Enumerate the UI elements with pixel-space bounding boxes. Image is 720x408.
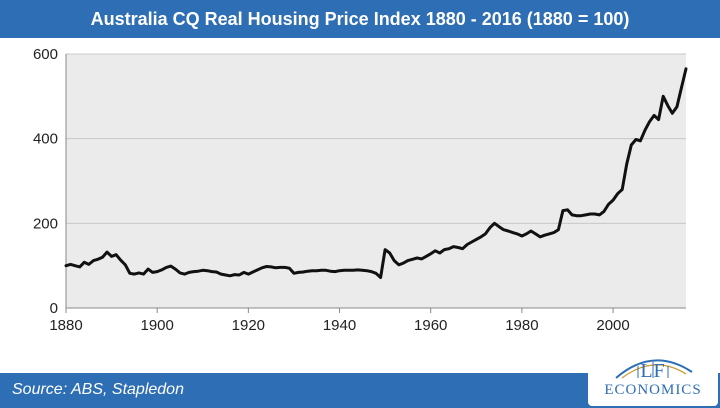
logo-line2: ECONOMICS [604, 382, 702, 398]
y-tick-label: 600 [33, 46, 58, 63]
x-tick-label: 1920 [232, 317, 265, 334]
y-tick-label: 400 [33, 131, 58, 148]
y-tick-label: 200 [33, 215, 58, 232]
x-tick-label: 1960 [414, 317, 447, 334]
line-chart: 0 200 400 600 1880 1900 1920 1940 1960 1980 2000 [33, 46, 688, 334]
series-line [64, 67, 688, 279]
x-tick-label: 1880 [49, 317, 82, 334]
logo-arc-icon [615, 359, 693, 379]
x-tick-label: 2000 [596, 317, 629, 334]
x-tick-label: 1940 [323, 317, 356, 334]
source-label: Source: ABS, Stapledon [12, 381, 184, 398]
x-tick-label: 1900 [140, 317, 173, 334]
y-tick-label: 0 [50, 300, 58, 317]
chart-panel: 0 200 400 600 1880 1900 1920 1940 1960 1980 2000 [0, 38, 720, 373]
logo-line1: LF [640, 360, 666, 382]
lf-economics-logo: LF ECONOMICS [588, 348, 718, 406]
x-tick-label: 1980 [505, 317, 538, 334]
chart-title: Australia CQ Real Housing Price Index 18… [0, 0, 720, 38]
